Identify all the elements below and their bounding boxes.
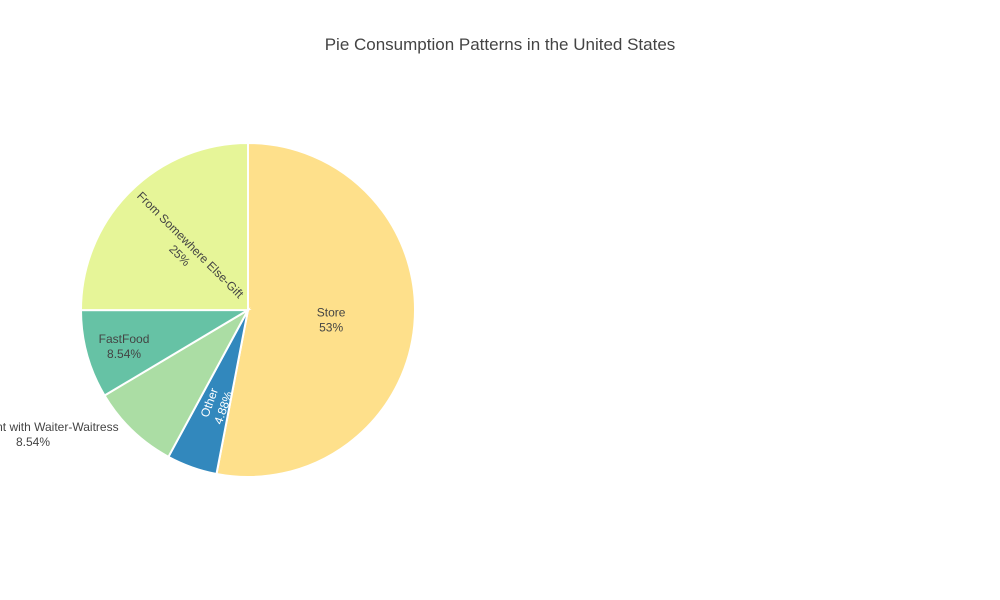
- pie-slices: [79, 141, 416, 478]
- slice-label-name: FastFood: [99, 332, 150, 346]
- slice-label-name: Restaurant with Waiter-Waitress: [0, 420, 119, 434]
- slice-label: FastFood 8.54%: [99, 332, 150, 361]
- chart-title: Pie Consumption Patterns in the United S…: [325, 35, 676, 54]
- slice-label-percent: 53%: [319, 321, 343, 335]
- pie-slice[interactable]: [79, 308, 252, 397]
- slice-label-name: Store: [317, 306, 346, 320]
- pie-slice[interactable]: [79, 141, 249, 312]
- slice-label-percent: 8.54%: [107, 347, 141, 361]
- pie-slice[interactable]: [103, 307, 251, 459]
- slice-label-percent: 8.54%: [16, 435, 50, 449]
- slice-label: Store 53%: [317, 306, 346, 335]
- pie-slice[interactable]: [215, 141, 416, 478]
